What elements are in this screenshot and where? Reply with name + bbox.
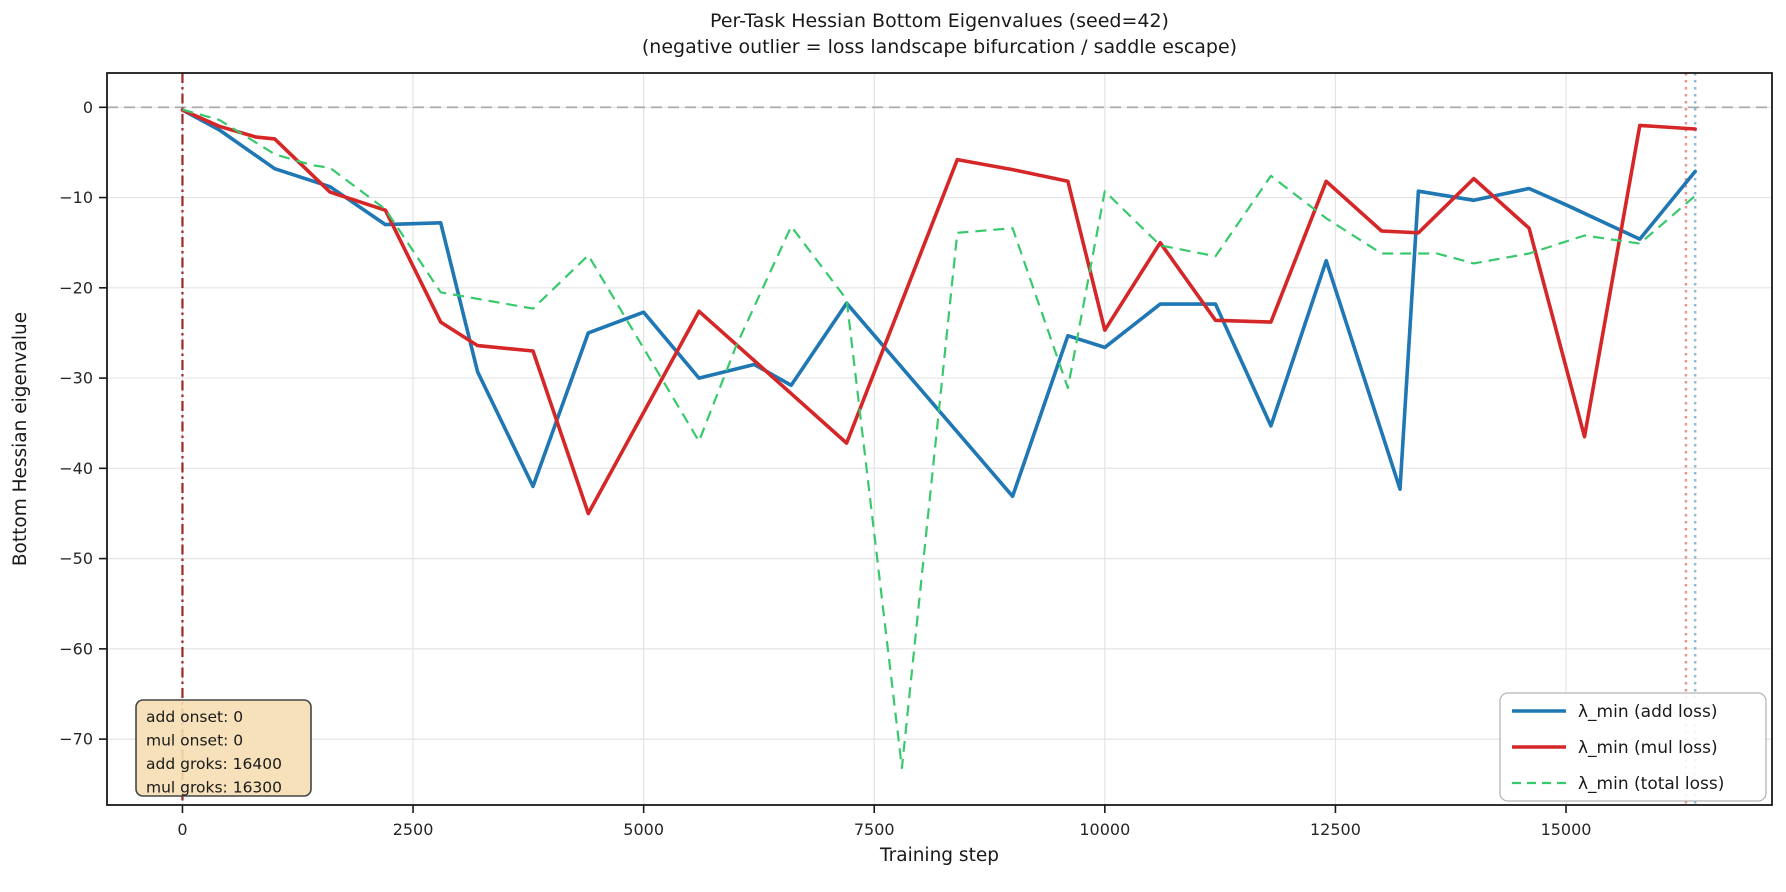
x-tick-label: 10000 bbox=[1079, 820, 1130, 839]
chart-subtitle: (negative outlier = loss landscape bifur… bbox=[642, 36, 1237, 58]
series-line-mul bbox=[180, 108, 1697, 516]
y-tick-label: 0 bbox=[83, 98, 93, 117]
annotation-line: add onset: 0 bbox=[146, 708, 243, 726]
x-tick-label: 15000 bbox=[1541, 820, 1592, 839]
x-tick-label: 7500 bbox=[854, 820, 895, 839]
annotation-line: add groks: 16400 bbox=[146, 755, 282, 773]
y-tick-label: −20 bbox=[59, 278, 93, 297]
y-tick-label: −30 bbox=[59, 369, 93, 388]
chart-title: Per-Task Hessian Bottom Eigenvalues (see… bbox=[710, 10, 1169, 32]
y-tick-label: −60 bbox=[59, 639, 93, 658]
annotation-box: add onset: 0 mul onset: 0 add groks: 164… bbox=[135, 699, 312, 797]
legend-item-label: λ_min (total loss) bbox=[1578, 774, 1724, 794]
x-tick-label: 2500 bbox=[393, 820, 434, 839]
annotation-line: mul groks: 16300 bbox=[146, 779, 282, 797]
x-tick-label: 5000 bbox=[623, 820, 664, 839]
series-line-add bbox=[180, 108, 1697, 499]
x-tick-label: 0 bbox=[177, 820, 187, 839]
legend-item-label: λ_min (mul loss) bbox=[1578, 738, 1718, 758]
legend-box bbox=[1499, 692, 1767, 802]
y-tick-label: −10 bbox=[59, 188, 93, 207]
y-tick-label: −70 bbox=[59, 730, 93, 749]
y-tick-label: −50 bbox=[59, 549, 93, 568]
plot-layer: 0 2500 5000 7500 10000 12500 15000 0 −10 −20 −30 −4… bbox=[59, 73, 1772, 839]
annotation-line: mul onset: 0 bbox=[146, 732, 243, 750]
series-line-total bbox=[182, 108, 1696, 770]
y-tick-label: −40 bbox=[59, 459, 93, 478]
legend-layer: λ_min (add loss) λ_min (mul loss) λ_min (t… bbox=[1499, 692, 1767, 802]
plot-frame bbox=[106, 72, 1773, 806]
y-axis-label: Bottom Hessian eigenvalue bbox=[10, 312, 31, 566]
legend-item-label: λ_min (add loss) bbox=[1578, 702, 1718, 722]
x-tick-label: 12500 bbox=[1310, 820, 1361, 839]
x-axis-label: Training step bbox=[879, 845, 999, 866]
annotation-box-bg bbox=[135, 699, 312, 797]
